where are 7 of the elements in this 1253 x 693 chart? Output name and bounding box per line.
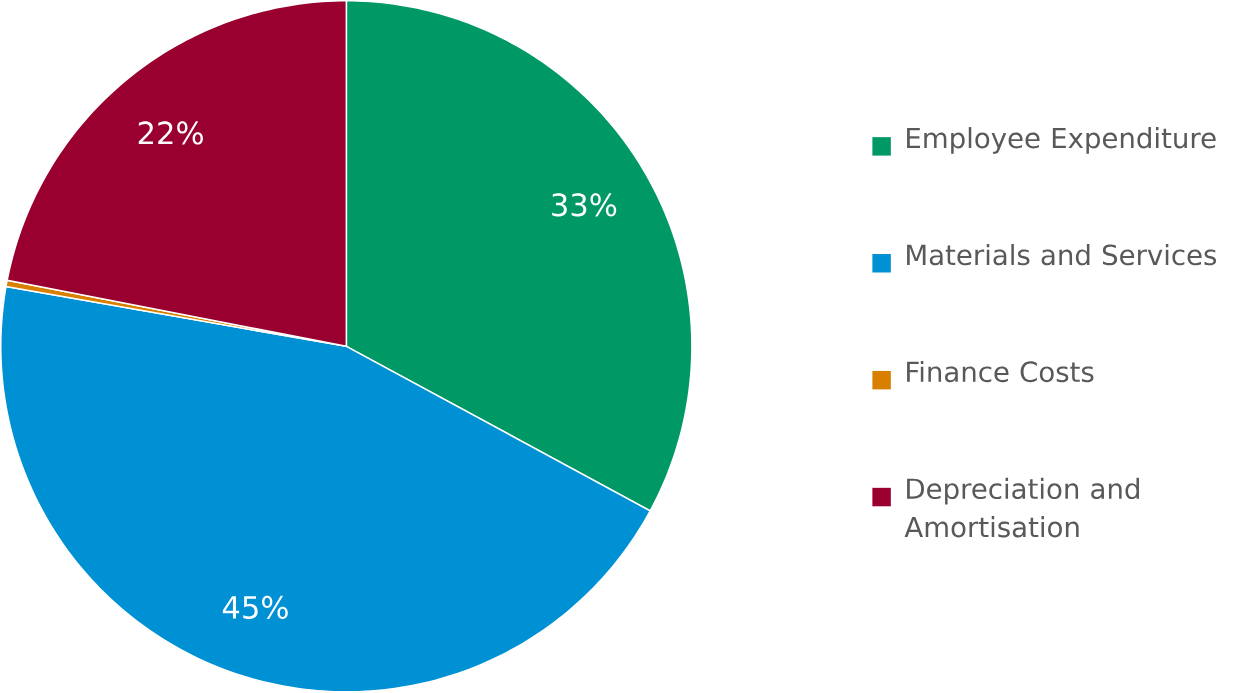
data-label: 33%: [552, 193, 617, 217]
legend-label: Depreciation and Amortisation: [904, 477, 1139, 538]
legend-label: Employee Expenditure: [907, 127, 1216, 154]
legend-label: Finance Costs: [907, 361, 1094, 383]
legend-label: Materials and Services: [907, 244, 1217, 266]
data-label: 45%: [222, 595, 288, 620]
data-label: 22%: [138, 121, 203, 145]
